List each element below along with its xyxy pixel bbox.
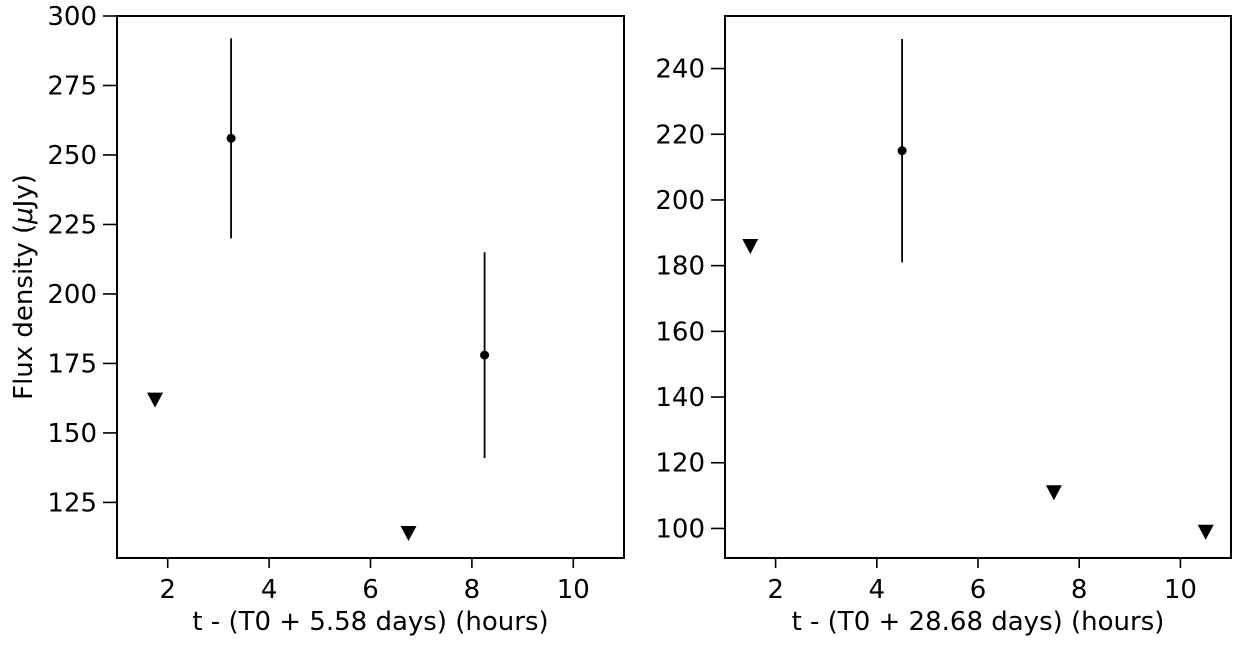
- y-tick-label: 175: [47, 349, 97, 379]
- y-tick-label: 125: [47, 488, 97, 518]
- detection-point: [897, 146, 907, 156]
- y-axis-label-prefix: Flux density (: [9, 224, 39, 400]
- y-axis-label: Flux density (μJy): [9, 174, 39, 400]
- x-tick-label: 8: [1071, 575, 1088, 605]
- y-tick-label: 140: [655, 383, 705, 413]
- x-tick-label: 4: [261, 575, 278, 605]
- upper-limit-marker: [147, 392, 164, 408]
- x-tick-label: 2: [159, 575, 176, 605]
- x-tick-label: 4: [869, 575, 886, 605]
- y-tick-label: 275: [47, 71, 97, 101]
- y-tick-label: 240: [655, 55, 705, 85]
- y-tick-label: 220: [655, 120, 705, 150]
- plot-frame: [724, 15, 1232, 559]
- y-tick-label: 200: [47, 280, 97, 310]
- x-tick-label: 6: [362, 575, 379, 605]
- y-tick-label: 120: [655, 449, 705, 479]
- y-tick-label: 180: [655, 252, 705, 282]
- x-axis-label: t - (T0 + 5.58 days) (hours): [192, 607, 548, 637]
- left-panel: 2 4 6 8 10 125 150 175 200 225 250 275 300 t - (T0 + …: [9, 2, 625, 637]
- y-tick-label: 225: [47, 210, 97, 240]
- upper-limit-marker: [742, 238, 759, 254]
- upper-limit-marker: [1045, 485, 1062, 501]
- y-axis-label-mu: μ: [9, 207, 39, 225]
- y-tick-label: 160: [655, 317, 705, 347]
- detection-point: [226, 133, 236, 143]
- y-tick-label: 200: [655, 186, 705, 216]
- x-tick-label: 10: [1164, 575, 1197, 605]
- x-tick-label: 6: [970, 575, 987, 605]
- upper-limit-marker: [400, 525, 417, 541]
- plot-frame: [116, 15, 625, 559]
- x-tick-label: 10: [557, 575, 590, 605]
- y-axis-label-suffix: Jy): [9, 174, 39, 209]
- x-tick-label: 8: [464, 575, 481, 605]
- x-axis-label: t - (T0 + 28.68 days) (hours): [792, 607, 1165, 637]
- y-tick-label: 150: [47, 419, 97, 449]
- detection-point: [480, 350, 490, 360]
- y-tick-label: 100: [655, 514, 705, 544]
- right-panel: 2 4 6 8 10 100 120 140 160 180 200 220 240 t - (T0 + …: [655, 15, 1232, 637]
- upper-limit-marker: [1197, 524, 1214, 540]
- y-tick-label: 300: [47, 2, 97, 32]
- x-tick-label: 2: [767, 575, 784, 605]
- y-tick-label: 250: [47, 141, 97, 171]
